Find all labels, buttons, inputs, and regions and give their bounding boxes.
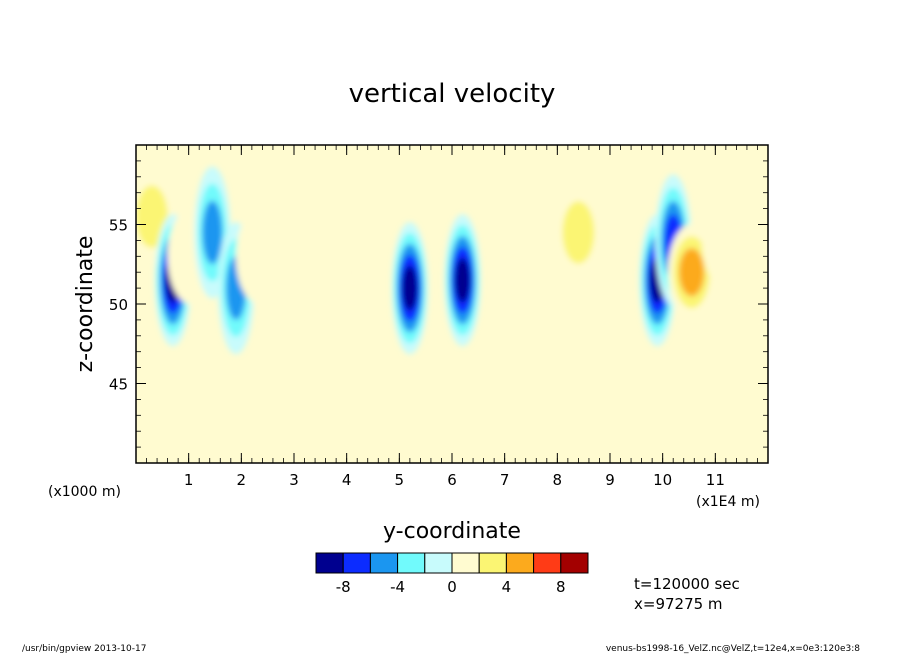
velocity-field [136,166,750,355]
colorbar-swatch-7 [505,552,535,574]
time-annotation: t=120000 sec [634,575,740,593]
colorbar: -8 -4 0 4 8 [315,552,589,596]
colorbar-label-8: 8 [556,578,566,596]
x-axis-label: y-coordinate [383,519,521,544]
colorbar-label-4: 4 [502,578,512,596]
colorbar-swatch-3 [397,552,426,574]
x-axis-ticks: 1 2 3 4 5 6 7 8 9 10 11 [146,145,769,489]
x-tick-label-2: 2 [237,471,247,489]
x-tick-label-3: 3 [289,471,299,489]
field-feature-5 [235,208,284,305]
position-annotation: x=97275 m [634,595,723,613]
field-feature-8 [444,214,481,347]
x-tick-label-11: 11 [706,471,725,489]
y-tick-label-55: 55 [109,217,128,235]
field-feature-7 [391,222,428,355]
x-tick-label-9: 9 [605,471,615,489]
footer-right: venus-bs1998-16_VelZ.nc@VelZ,t=12e4,x=0e… [606,644,860,654]
y-scale-note: (x1000 m) [48,484,121,500]
chart-title: vertical velocity [349,79,556,109]
field-feature-13 [667,224,716,321]
colorbar-label--8: -8 [336,578,351,596]
x-tick-label-7: 7 [500,471,510,489]
x-tick-label-10: 10 [653,471,672,489]
colorbar-swatch-5 [451,552,480,574]
colorbar-label--4: -4 [390,578,405,596]
field-feature-4 [218,222,255,355]
footer-left: /usr/bin/gpview 2013-10-17 [22,644,146,654]
colorbar-swatch-8 [533,552,562,574]
colorbar-swatch-1 [342,552,371,574]
x-tick-label-4: 4 [342,471,352,489]
x-tick-label-8: 8 [553,471,563,489]
y-tick-label-45: 45 [109,376,128,394]
x-tick-label-1: 1 [184,471,194,489]
colorbar-swatch-0 [315,552,344,574]
field-feature-9 [517,224,566,321]
colorbar-swatch-2 [369,552,399,574]
x-tick-label-6: 6 [447,471,457,489]
x-tick-label-5: 5 [395,471,405,489]
field-feature-6 [296,224,345,321]
y-axis-label: z-coordinate [73,236,98,373]
colorbar-swatch-6 [478,552,507,574]
y-axis-ticks: 45 50 55 [109,160,768,448]
field-feature-14 [701,192,750,289]
colorbar-swatch-4 [424,552,453,574]
y-tick-label-50: 50 [109,296,128,314]
field-feature-10 [554,184,603,281]
x-scale-note: (x1E4 m) [696,494,760,510]
colorbar-label-0: 0 [447,578,457,596]
colorbar-swatch-9 [560,552,589,574]
